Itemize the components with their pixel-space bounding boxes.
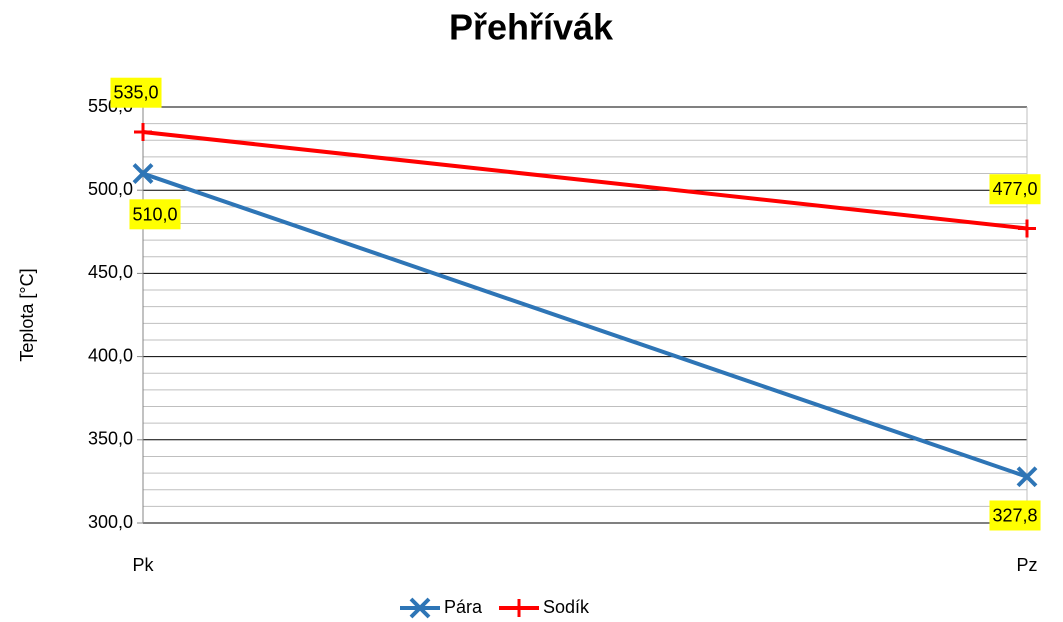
chart-title: Přehřívák — [449, 7, 614, 48]
x-tick-label: Pk — [132, 555, 154, 575]
data-label-bg — [129, 199, 181, 230]
x-tick-label: Pz — [1016, 555, 1037, 575]
data-label-text: 535,0 — [113, 83, 158, 103]
data-label-bg — [110, 77, 162, 108]
y-tick-label: 400,0 — [88, 345, 133, 365]
data-label: 535,0 — [110, 77, 162, 108]
data-label-text: 477,0 — [992, 179, 1037, 199]
y-tick-label: 450,0 — [88, 262, 133, 282]
series-line — [142, 129, 1028, 231]
data-label: 477,0 — [989, 174, 1041, 205]
data-label-text: 510,0 — [132, 204, 177, 224]
marker — [1018, 219, 1036, 238]
y-tick-label: 500,0 — [88, 179, 133, 199]
data-label-bg — [989, 500, 1041, 531]
y-axis-label: Teplota [°C] — [17, 268, 37, 361]
data-label-bg — [989, 174, 1041, 205]
legend-label: Sodík — [543, 597, 590, 617]
y-tick-label: 350,0 — [88, 429, 133, 449]
marker — [132, 163, 154, 184]
y-tick-label: 300,0 — [88, 512, 133, 532]
legend-marker — [510, 599, 529, 617]
marker — [1016, 466, 1038, 488]
series-line — [142, 171, 1028, 479]
data-label: 327,8 — [989, 500, 1041, 531]
marker — [134, 122, 152, 141]
data-label-text: 327,8 — [992, 505, 1037, 525]
legend-marker — [409, 597, 431, 619]
legend-label: Pára — [444, 597, 483, 617]
data-label: 510,0 — [129, 199, 181, 230]
